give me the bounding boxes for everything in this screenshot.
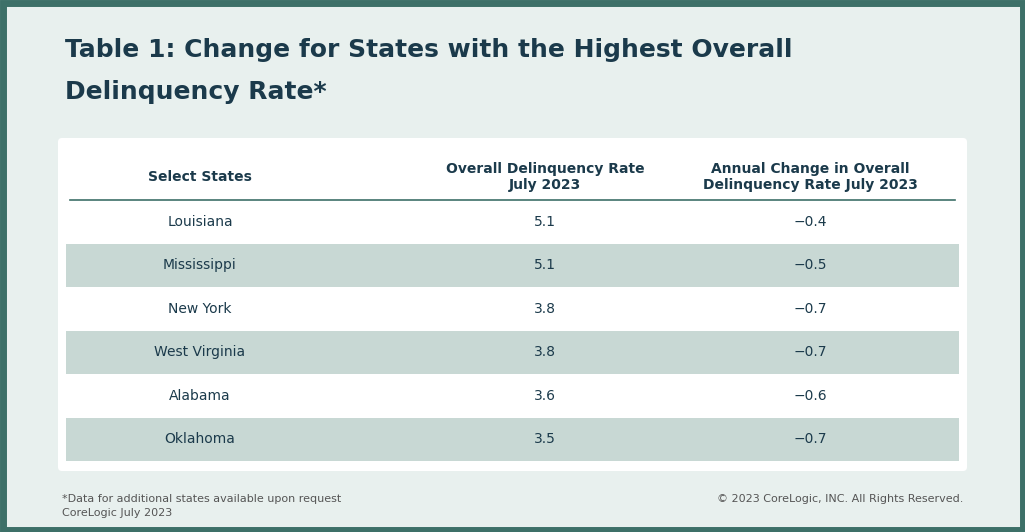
Text: Louisiana: Louisiana <box>167 215 233 229</box>
Text: Oklahoma: Oklahoma <box>165 432 236 446</box>
Bar <box>66 244 959 287</box>
Text: Table 1: Change for States with the Highest Overall: Table 1: Change for States with the High… <box>65 38 792 62</box>
Text: © 2023 CoreLogic, INC. All Rights Reserved.: © 2023 CoreLogic, INC. All Rights Reserv… <box>716 494 963 504</box>
FancyBboxPatch shape <box>58 138 967 471</box>
Text: Select States: Select States <box>148 170 252 184</box>
Text: Mississippi: Mississippi <box>163 258 237 272</box>
Text: −0.5: −0.5 <box>793 258 827 272</box>
Text: 3.8: 3.8 <box>534 345 556 359</box>
Text: Overall Delinquency Rate
July 2023: Overall Delinquency Rate July 2023 <box>446 162 645 192</box>
Text: *Data for additional states available upon request
CoreLogic July 2023: *Data for additional states available up… <box>62 494 341 518</box>
Text: −0.6: −0.6 <box>793 389 827 403</box>
Text: 3.5: 3.5 <box>534 432 556 446</box>
Text: 3.6: 3.6 <box>534 389 556 403</box>
Text: 5.1: 5.1 <box>534 215 556 229</box>
Text: −0.7: −0.7 <box>793 345 827 359</box>
Text: Annual Change in Overall
Delinquency Rate July 2023: Annual Change in Overall Delinquency Rat… <box>702 162 917 192</box>
Text: West Virginia: West Virginia <box>155 345 246 359</box>
Text: −0.7: −0.7 <box>793 432 827 446</box>
Text: −0.7: −0.7 <box>793 302 827 316</box>
Text: New York: New York <box>168 302 232 316</box>
Text: −0.4: −0.4 <box>793 215 827 229</box>
Text: 5.1: 5.1 <box>534 258 556 272</box>
Bar <box>66 330 959 374</box>
Text: Delinquency Rate*: Delinquency Rate* <box>65 80 327 104</box>
Text: Alabama: Alabama <box>169 389 231 403</box>
Bar <box>66 418 959 461</box>
Text: 3.8: 3.8 <box>534 302 556 316</box>
